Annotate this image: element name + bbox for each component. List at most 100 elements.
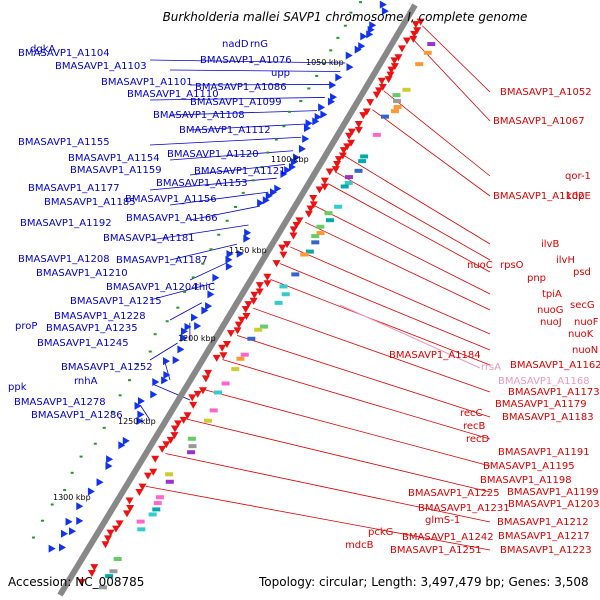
gene-label[interactable]: qor-1 (565, 171, 591, 182)
gene-label[interactable]: BMASAVP1_A1179 (495, 399, 587, 410)
gene-label[interactable]: rpsO (500, 260, 524, 271)
gene-label[interactable]: BMASAVP1_A1228 (54, 311, 146, 322)
gene-label[interactable]: nuoN (572, 345, 598, 356)
gene-label[interactable]: BMASAVP1_A1177 (28, 183, 120, 194)
gene-label[interactable]: BMASAVP1_A1168 (498, 376, 590, 387)
gene-label[interactable]: BMASAVP1_A1184 (389, 350, 481, 361)
gene-label[interactable]: BMASAVP1_A1153 (156, 178, 248, 189)
gene-label[interactable]: thiC (195, 282, 215, 293)
gene-label[interactable]: ilvB (541, 239, 559, 250)
gene-label[interactable]: ppk (8, 382, 27, 393)
gene-label[interactable]: nuoF (574, 317, 599, 328)
gene-label[interactable]: recB (463, 421, 486, 432)
forward-gene-arrow (314, 112, 322, 121)
gene-label[interactable]: recC (460, 408, 483, 419)
gene-label[interactable]: BMASAVP1_A1120 (167, 149, 259, 160)
gene-label[interactable]: mdcB (345, 540, 374, 551)
connector-line (149, 224, 249, 241)
gene-label[interactable]: BMASAVP1_A1156 (125, 194, 217, 205)
gene-label[interactable]: BMASAVP1_A1112 (179, 125, 271, 136)
gene-label[interactable]: BMASAVP1_A1110 (127, 89, 219, 100)
gene-label[interactable]: upp (271, 68, 290, 79)
gene-label[interactable]: BMASAVP1_A1187 (116, 255, 208, 266)
feature-block (334, 204, 343, 209)
gene-label[interactable]: BMASAVP1_A1121 (194, 166, 286, 177)
connector-line (169, 191, 269, 206)
gene-label[interactable]: rnhA (74, 376, 98, 387)
gene-label[interactable]: BMASAVP1_A1208 (18, 254, 110, 265)
gene-label[interactable]: BMASAVP1_A1235 (46, 323, 138, 334)
gene-label[interactable]: pckG (368, 527, 393, 538)
gene-label[interactable]: BMASAVP1_A1215 (70, 296, 162, 307)
gene-label[interactable]: BMASAVP1_A1173 (508, 387, 600, 398)
gene-label[interactable]: BMASAVP1_A1102 (493, 191, 585, 202)
gene-label[interactable]: nadD (222, 39, 249, 50)
gc-skew-ticks (31, 1, 363, 539)
connector-line (189, 84, 333, 86)
gc-tick (118, 394, 122, 397)
gene-label[interactable]: glmS-1 (425, 515, 460, 526)
gene-label[interactable]: BMASAVP1_A1185 (44, 197, 136, 208)
connector-line (314, 205, 491, 295)
gene-label[interactable]: BMASAVP1_A1108 (153, 110, 245, 121)
reverse-gene-arrow (362, 108, 371, 116)
gene-label[interactable]: tpiA (542, 289, 562, 300)
gene-label[interactable]: BMASAVP1_A1242 (402, 532, 494, 543)
gene-label[interactable]: BMASAVP1_A1099 (190, 97, 282, 108)
gene-label[interactable]: BMASAVP1_A1278 (14, 397, 106, 408)
gene-label[interactable]: BMASAVP1_A1225 (408, 488, 500, 499)
gene-label[interactable]: psd (573, 267, 591, 278)
gene-label[interactable]: BMASAVP1_A1245 (37, 338, 129, 349)
gene-label[interactable]: proP (15, 321, 37, 332)
gene-label[interactable]: BMASAVP1_A1101 (101, 77, 193, 88)
gene-label[interactable]: BMASAVP1_A1223 (500, 545, 592, 556)
gene-label[interactable]: BMASAVP1_A1231 (418, 503, 510, 514)
gc-tick (50, 503, 54, 506)
gene-label[interactable]: BMASAVP1_A1210 (36, 268, 128, 279)
gene-label[interactable]: kdpE (566, 191, 591, 202)
gene-label[interactable]: BMASAVP1_A1166 (126, 213, 218, 224)
gene-label[interactable]: BMASAVP1_A1076 (200, 55, 292, 66)
gene-label[interactable]: BMASAVP1_A1191 (498, 447, 590, 458)
gene-label[interactable]: recD (466, 434, 490, 445)
accession-text: Accession: NC_008785 (8, 575, 144, 589)
gene-label[interactable]: BMASAVP1_A1212 (497, 517, 589, 528)
gene-label[interactable]: nuoC (467, 260, 493, 271)
gene-label[interactable]: pnp (527, 273, 546, 284)
gene-label[interactable]: BMASAVP1_A1203 (508, 499, 600, 510)
gene-label[interactable]: rnG (250, 39, 268, 50)
gene-label[interactable]: nuoG (537, 305, 564, 316)
gene-label[interactable]: BMASAVP1_A1251 (390, 545, 482, 556)
connector-line (169, 243, 238, 261)
forward-gene-arrow (87, 487, 95, 496)
gene-label[interactable]: BMASAVP1_A1217 (498, 531, 590, 542)
gene-label[interactable]: BMASAVP1_A1192 (20, 218, 112, 229)
gene-label[interactable]: secG (570, 300, 595, 311)
gene-label[interactable]: BMASAVP1_A1154 (68, 153, 160, 164)
gene-label[interactable]: BMASAVP1_A1195 (483, 461, 575, 472)
gene-label[interactable]: BMASAVP1_A1181 (103, 233, 195, 244)
gene-label[interactable]: BMASAVP1_A1286 (31, 410, 123, 421)
gene-label[interactable]: BMASAVP1_A1155 (18, 137, 110, 148)
gene-label[interactable]: BMASAVP1_A1252 (61, 362, 153, 373)
gene-label[interactable]: ilvH (556, 255, 575, 266)
gene-label[interactable]: BMASAVP1_A1199 (507, 487, 599, 498)
gene-label[interactable]: BMASAVP1_A1183 (502, 412, 594, 423)
gene-label[interactable]: nuoK (568, 329, 594, 340)
gene-label[interactable]: BMASAVP1_A1198 (480, 475, 572, 486)
gene-label[interactable]: BMASAVP1_A1052 (500, 87, 592, 98)
gene-label[interactable]: rrsA (481, 362, 501, 373)
gene-label[interactable]: BMASAVP1_A1162 (510, 360, 600, 371)
gc-tick (349, 11, 353, 14)
gene-label[interactable]: dgkA (30, 44, 55, 55)
gene-label[interactable]: BMASAVP1_A1086 (195, 82, 287, 93)
gene-label[interactable]: BMASAVP1_A1103 (55, 61, 147, 72)
feature-block (105, 574, 114, 579)
gene-label[interactable]: BMASAVP1_A1104 (18, 48, 110, 59)
gene-label[interactable]: BMASAVP1_A1204 (106, 282, 198, 293)
forward-gene-arrow (305, 119, 313, 128)
gc-tick (63, 489, 67, 492)
gene-label[interactable]: BMASAVP1_A1159 (70, 165, 162, 176)
gene-label[interactable]: nuoJ (540, 317, 562, 328)
gene-label[interactable]: BMASAVP1_A1067 (493, 116, 585, 127)
